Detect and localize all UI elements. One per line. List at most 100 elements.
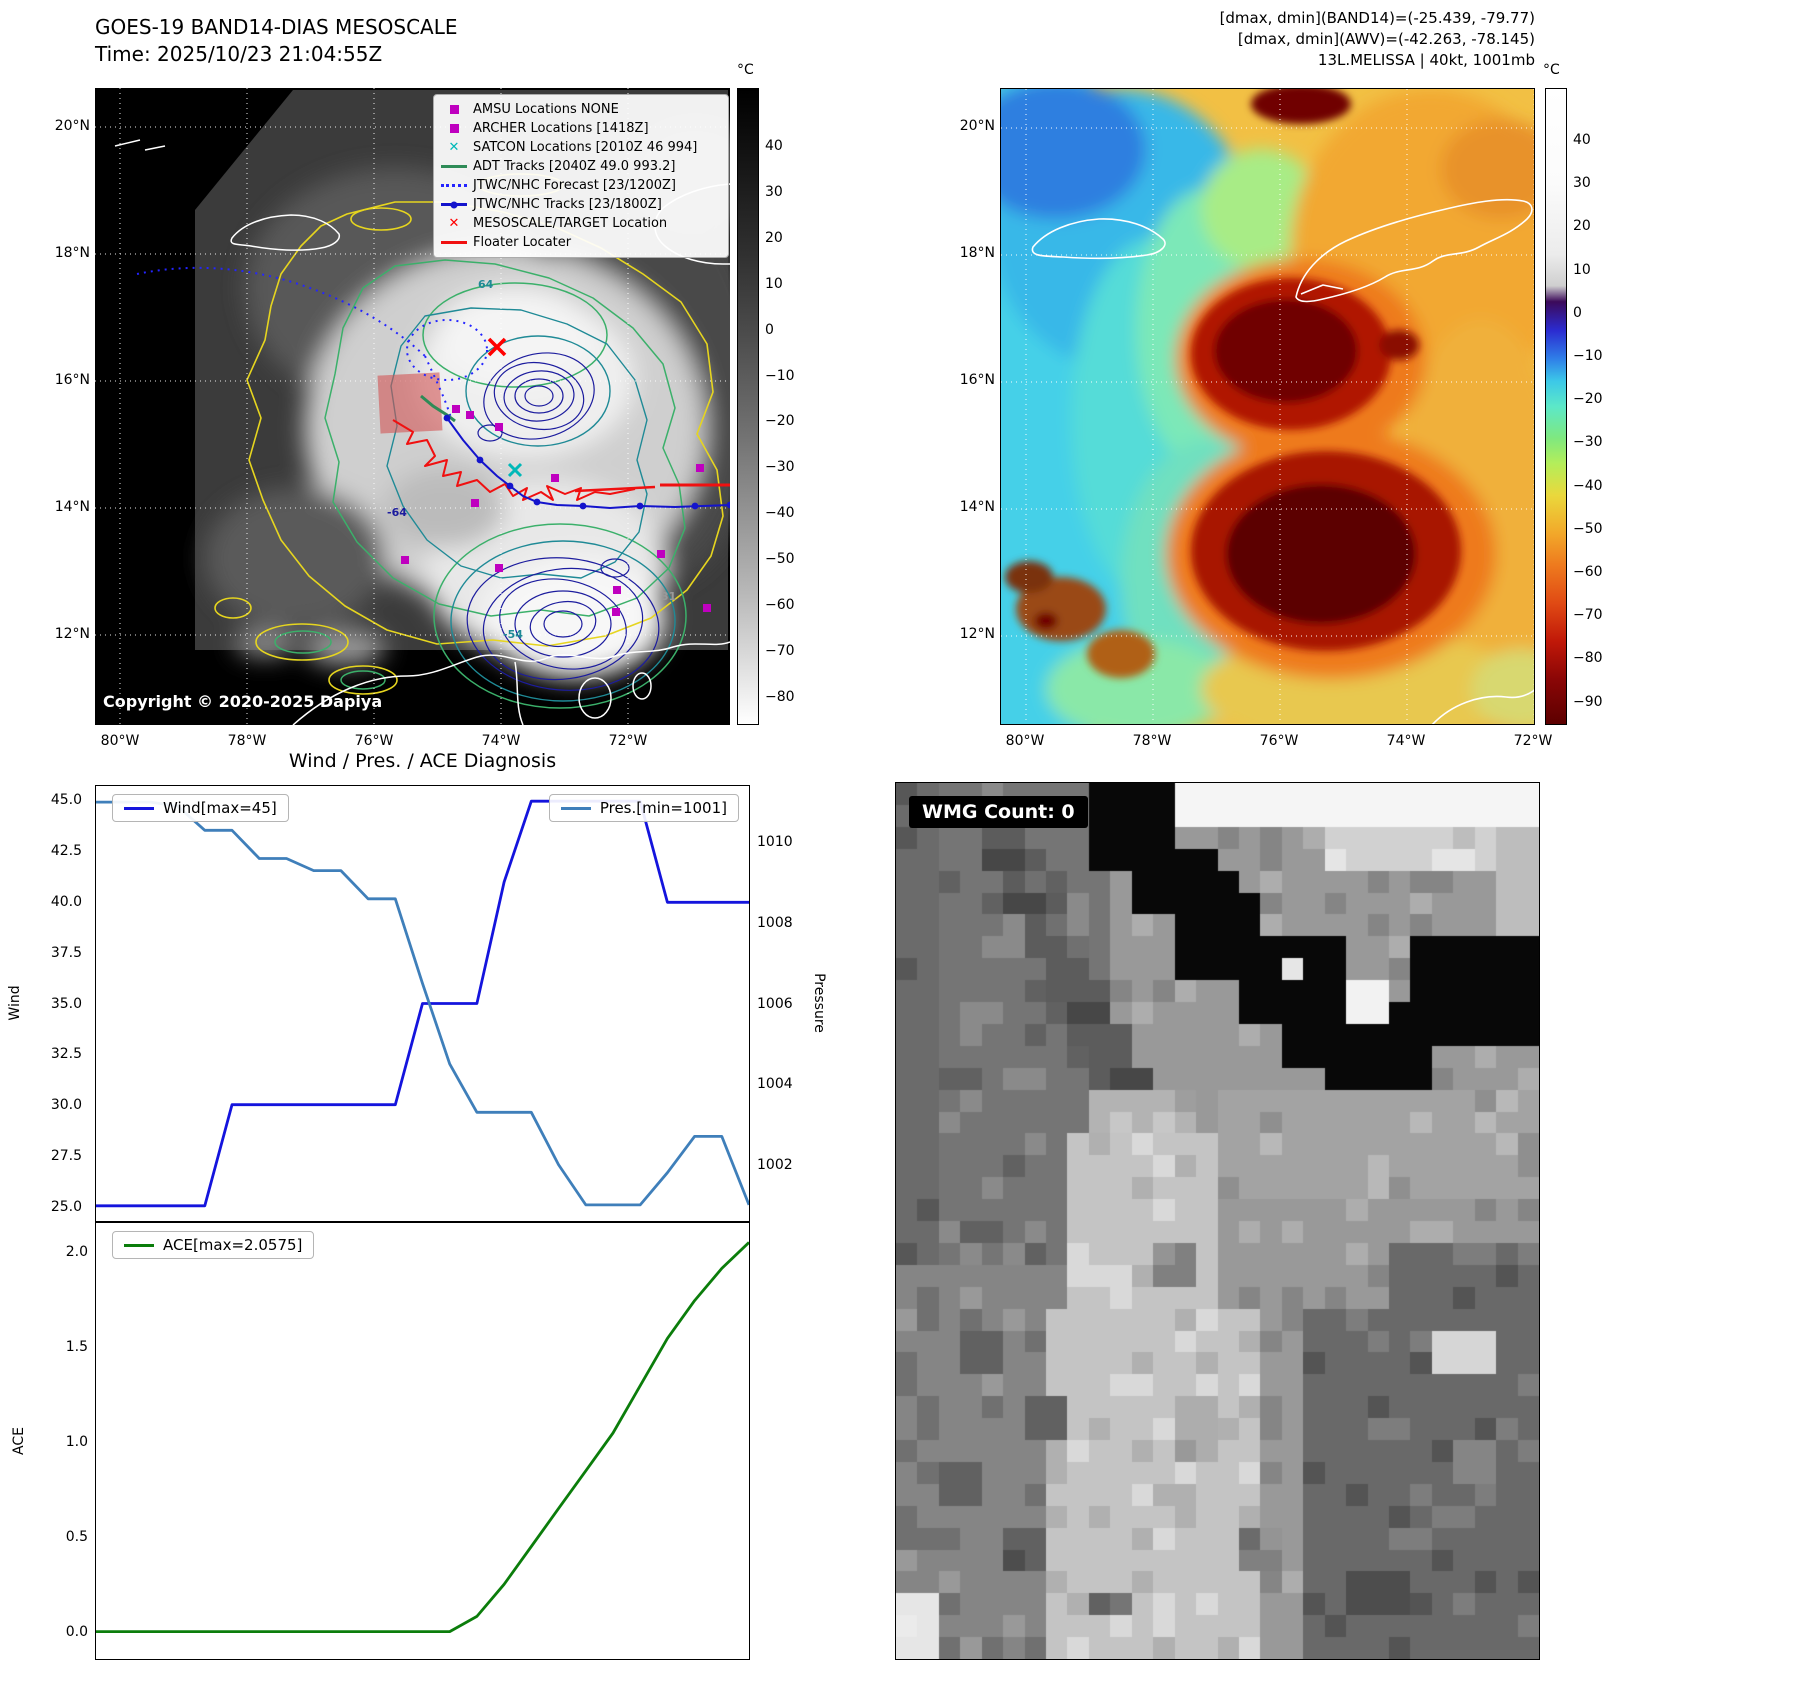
pressure-axis-label: Pressure bbox=[811, 973, 827, 1033]
tick-label: −70 bbox=[765, 642, 795, 659]
tick-label: 20 bbox=[765, 229, 783, 246]
tick-label: 80°W bbox=[1005, 733, 1045, 749]
awv-map-canvas bbox=[1001, 89, 1534, 724]
copyright-text: Copyright © 2020-2025 Dapiya bbox=[103, 692, 383, 711]
tick-label: −20 bbox=[765, 413, 795, 430]
tick-label: −60 bbox=[765, 597, 795, 613]
tick-label: 76°W bbox=[1259, 733, 1299, 749]
tick-label: 12°N bbox=[959, 626, 995, 642]
legend-label: AMSU Locations NONE bbox=[473, 102, 619, 117]
tick-label: 25.0 bbox=[50, 1198, 82, 1215]
band14-time: Time: 2025/10/23 21:04:55Z bbox=[95, 42, 383, 66]
ace-plot bbox=[96, 1241, 749, 1634]
tick-label: 78°W bbox=[1132, 733, 1172, 749]
tick-label: 35.0 bbox=[50, 995, 82, 1012]
legend-item: ADT Tracks [2040Z 49.0 993.2] bbox=[441, 157, 721, 176]
tick-label: −80 bbox=[1573, 650, 1603, 667]
tick-label: 20 bbox=[1573, 218, 1591, 235]
band14-map-legend: AMSU Locations NONE ARCHER Locations [141… bbox=[433, 94, 729, 258]
tick-label: −10 bbox=[1573, 348, 1603, 364]
tick-label: 10 bbox=[765, 275, 783, 292]
tick-label: 16°N bbox=[54, 372, 90, 388]
legend-marker-icon bbox=[450, 124, 459, 133]
tick-label: 42.5 bbox=[50, 843, 82, 860]
contours-teal bbox=[386, 307, 676, 702]
x-marker-icon: ✕ bbox=[448, 216, 460, 231]
awv-header-block: [dmax, dmin](BAND14)=(-25.439, -79.77) [… bbox=[1000, 8, 1535, 71]
tick-label: 40 bbox=[1573, 132, 1591, 148]
wind-legend-label: Wind[max=45] bbox=[163, 799, 277, 817]
tick-label: 16°N bbox=[959, 372, 995, 388]
wmg-microwave-panel: WMG Count: 0 bbox=[895, 782, 1540, 1660]
amsu-archer-markers bbox=[401, 405, 711, 616]
tick-label: 37.5 bbox=[50, 944, 82, 961]
tick-label: 14°N bbox=[959, 499, 995, 515]
legend-label: ARCHER Locations [1418Z] bbox=[473, 121, 649, 136]
band14-colorbar-ticks: 40 30 20 10 0 −10 −20 −30 −40 −50 −60 −70 −80 bbox=[765, 88, 809, 725]
tick-label: −30 bbox=[765, 459, 795, 476]
wind-pressure-chart: Wind[max=45] Pres.[min=1001] bbox=[95, 785, 750, 1222]
band14-lat-axis: 20°N 18°N 16°N 14°N 12°N bbox=[38, 88, 90, 725]
floater-track bbox=[392, 419, 730, 501]
wmg-count-badge: WMG Count: 0 bbox=[909, 796, 1088, 828]
ace-legend-label: ACE[max=2.0575] bbox=[163, 1236, 303, 1254]
legend-label: Floater Locater bbox=[473, 235, 572, 250]
diagnosis-title: Wind / Pres. / ACE Diagnosis bbox=[288, 750, 557, 772]
wind-legend: Wind[max=45] bbox=[112, 794, 289, 822]
tick-label: 32.5 bbox=[50, 1046, 82, 1063]
tick-label: −40 bbox=[1573, 477, 1603, 494]
legend-label: ADT Tracks [2040Z 49.0 993.2] bbox=[473, 159, 676, 174]
legend-item: AMSU Locations NONE bbox=[441, 100, 721, 119]
awv-colorbar-unit: °C bbox=[1543, 62, 1560, 78]
tick-label: 0.5 bbox=[65, 1529, 88, 1546]
tick-label: −50 bbox=[1573, 520, 1603, 537]
series-line bbox=[96, 799, 749, 1208]
legend-label: SATCON Locations [2010Z 46 994] bbox=[473, 140, 698, 155]
legend-item: Floater Locater bbox=[441, 233, 721, 252]
tick-label: 72°W bbox=[1513, 733, 1553, 749]
contours-green bbox=[274, 259, 687, 709]
tick-label: −50 bbox=[765, 551, 795, 568]
tick-label: 12°N bbox=[54, 626, 90, 642]
tick-label: 80°W bbox=[100, 733, 140, 749]
jtwc-best-track bbox=[443, 414, 730, 510]
tick-label: 30 bbox=[1573, 175, 1591, 192]
tick-label: 0 bbox=[1573, 304, 1582, 321]
tick-label: 76°W bbox=[354, 733, 394, 749]
tick-label: 1004 bbox=[757, 1076, 793, 1093]
pressure-legend-label: Pres.[min=1001] bbox=[599, 799, 727, 817]
jtwc-forecast-track bbox=[136, 266, 488, 419]
tick-label: −30 bbox=[1573, 434, 1603, 451]
pressure-y-axis: 1010 1008 1006 1004 1002 bbox=[757, 785, 807, 1222]
tick-label: −20 bbox=[1573, 391, 1603, 408]
legend-label: JTWC/NHC Forecast [23/1200Z] bbox=[473, 178, 676, 193]
legend-item: JTWC/NHC Forecast [23/1200Z] bbox=[441, 176, 721, 195]
tick-label: 10 bbox=[1573, 261, 1591, 278]
tick-label: −60 bbox=[1573, 564, 1603, 580]
band14-satellite-map: 64 -64 31 -54 AMSU Locations NONE ARCHER Loc… bbox=[95, 88, 730, 725]
tick-label: 0.0 bbox=[65, 1624, 88, 1641]
adt-track bbox=[420, 394, 456, 423]
ace-axis-label: ACE bbox=[11, 1427, 27, 1455]
legend-marker-icon bbox=[450, 105, 459, 114]
awv-header-line3: 13L.MELISSA | 40kt, 1001mb bbox=[1317, 51, 1535, 69]
legend-item: ✕ MESOSCALE/TARGET Location bbox=[441, 214, 721, 233]
tick-label: 1008 bbox=[757, 914, 793, 931]
tick-label: 30.0 bbox=[50, 1097, 82, 1114]
ace-line-swatch bbox=[124, 1243, 154, 1247]
legend-item: JTWC/NHC Tracks [23/1800Z] bbox=[441, 195, 721, 214]
tick-label: 14°N bbox=[54, 499, 90, 515]
tick-label: 1010 bbox=[757, 833, 793, 850]
pressure-line-swatch bbox=[560, 806, 591, 810]
band14-lon-axis: 80°W 78°W 76°W 74°W 72°W bbox=[95, 729, 730, 751]
awv-header-line1: [dmax, dmin](BAND14)=(-25.439, -79.77) bbox=[1219, 9, 1535, 27]
legend-marker-icon bbox=[441, 184, 467, 187]
awv-lat-axis: 20°N 18°N 16°N 14°N 12°N bbox=[943, 88, 995, 725]
ace-chart: ACE[max=2.0575] bbox=[95, 1222, 750, 1660]
band14-title-block: GOES-19 BAND14-DIAS MESOSCALE Time: 2025… bbox=[95, 14, 458, 68]
tick-label: 30 bbox=[765, 183, 783, 200]
awv-header-line2: [dmax, dmin](AWV)=(-42.263, -78.145) bbox=[1237, 30, 1535, 48]
band14-title: GOES-19 BAND14-DIAS MESOSCALE bbox=[95, 15, 458, 39]
series-line bbox=[96, 800, 749, 1207]
tick-label: −90 bbox=[1573, 693, 1603, 710]
